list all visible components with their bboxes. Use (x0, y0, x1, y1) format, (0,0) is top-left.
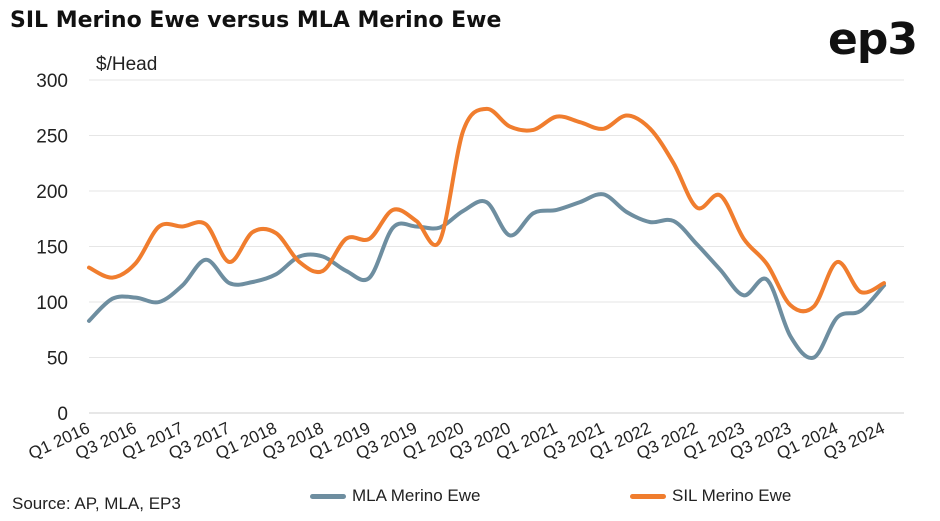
y-tick-label: 50 (47, 349, 68, 370)
y-tick-label: 150 (36, 238, 68, 259)
legend-label-sil: SIL Merino Ewe (672, 486, 792, 505)
series-lines (87, 106, 886, 360)
legend-swatch-sil (630, 493, 666, 499)
y-axis-label: $/Head (96, 54, 158, 75)
legend-label-mla: MLA Merino Ewe (352, 486, 481, 505)
y-tick-labels: 0 50 100 150 200 250 300 (36, 71, 68, 425)
y-tick-label: 200 (36, 182, 68, 203)
legend-item-mla: MLA Merino Ewe (310, 486, 481, 506)
legend-swatch-mla (310, 493, 346, 499)
source-note: Source: AP, MLA, EP3 (12, 494, 181, 513)
y-tick-label: 100 (36, 293, 68, 314)
ep3-logo: ep3 (828, 14, 918, 65)
y-tick-label: 300 (36, 71, 68, 92)
gridlines (89, 79, 904, 414)
series-line-sil (87, 106, 886, 314)
chart-title: SIL Merino Ewe versus MLA Merino Ewe (10, 8, 502, 33)
y-tick-label: 250 (36, 127, 68, 148)
legend-item-sil: SIL Merino Ewe (630, 486, 791, 506)
y-tick-label: 0 (57, 404, 68, 425)
series-line-mla (87, 192, 886, 360)
